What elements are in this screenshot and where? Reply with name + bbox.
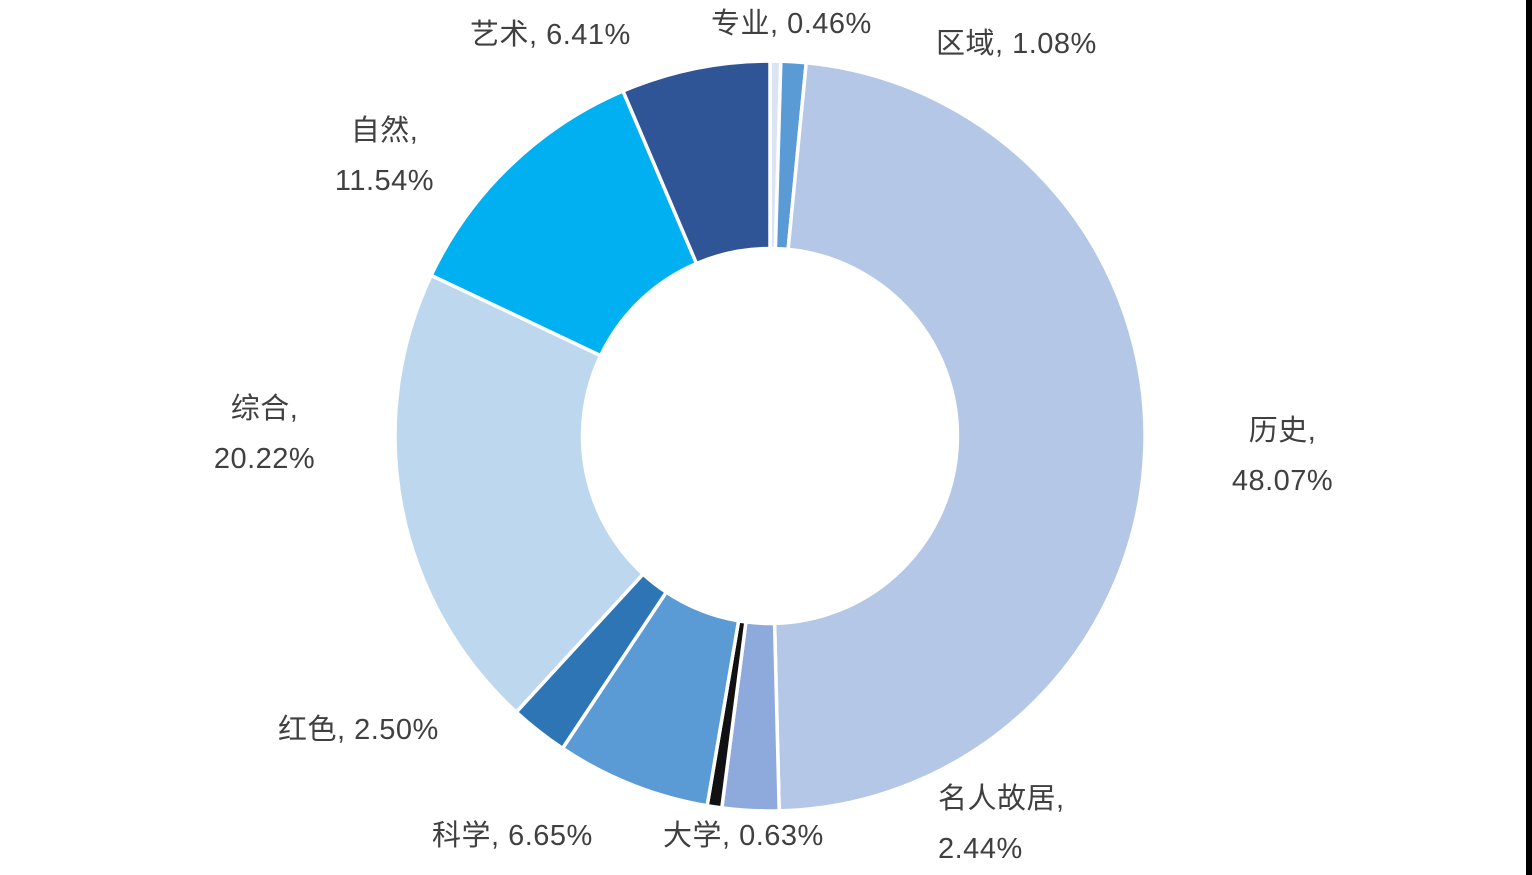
data-label-celebrity-residence: 名人故居, 2.44%: [938, 783, 1065, 865]
data-label-comprehensive: 综合, 20.22%: [213, 393, 316, 475]
data-label-red: 红色, 2.50%: [278, 714, 439, 746]
pie-slice-nature: [428, 88, 699, 358]
pie-slice-history: [772, 60, 1147, 813]
data-label-specialty: 专业, 0.46%: [711, 8, 872, 40]
data-label-university: 大学, 0.63%: [663, 820, 824, 852]
data-label-science: 科学, 6.65%: [432, 820, 593, 852]
screen-right-edge-bar: [1526, 0, 1532, 875]
pie-slice-comprehensive: [393, 272, 646, 715]
data-label-art: 艺术, 6.41%: [470, 19, 631, 51]
data-label-nature: 自然, 11.54%: [334, 115, 435, 197]
data-label-history: 历史, 48.07%: [1231, 415, 1334, 497]
data-label-region: 区域, 1.08%: [936, 28, 1097, 60]
pie-slice-art: [620, 59, 772, 266]
